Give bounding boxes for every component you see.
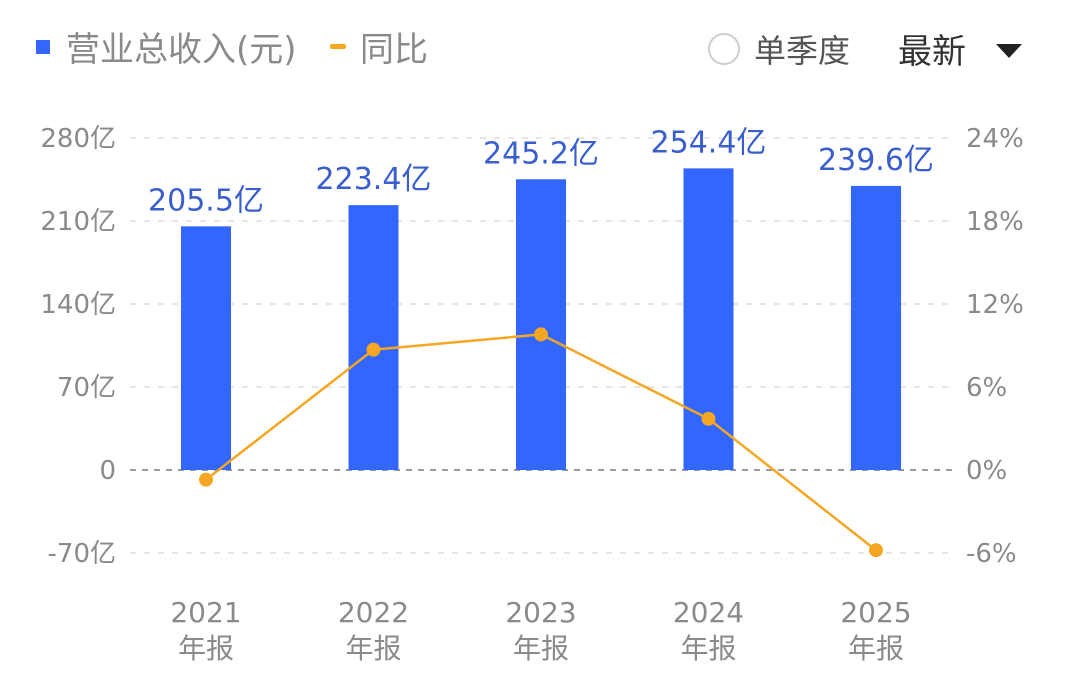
y-left-tick: 70亿 [57, 373, 116, 403]
y-right-tick: 18% [966, 207, 1024, 237]
radio-circle-icon [708, 33, 740, 65]
quarter-label: 单季度 [754, 32, 851, 70]
y-right-tick: 6% [966, 373, 1007, 403]
y-left-tick: 0 [99, 456, 116, 486]
legend-revenue[interactable]: 营业总收入(元) [36, 22, 297, 71]
bar [181, 226, 231, 470]
y-left-tick: 210亿 [40, 207, 116, 237]
x-tick-year: 2022 [338, 596, 409, 629]
legend-yoy-label: 同比 [360, 30, 428, 70]
yoy-point [701, 411, 716, 426]
y-right-tick: 0% [966, 456, 1007, 486]
y-left-tick: -70亿 [48, 539, 116, 569]
latest-dropdown[interactable]: 最新 [898, 24, 1022, 73]
y-right-tick: 24% [966, 124, 1024, 154]
x-tick-sublabel: 年报 [345, 632, 401, 665]
bar-data-label: 254.4亿 [651, 125, 767, 160]
bar [851, 185, 901, 470]
x-tick-sublabel: 年报 [513, 632, 569, 665]
yoy-point [534, 327, 548, 342]
legend: 营业总收入(元) 同比 单季度 最新 [0, 0, 1080, 90]
yoy-point [199, 472, 213, 487]
y-right-tick: -6% [966, 539, 1017, 569]
bar [516, 179, 566, 470]
yoy-point [869, 543, 883, 558]
x-tick-year: 2021 [170, 596, 241, 629]
legend-revenue-label: 营业总收入(元) [66, 30, 297, 70]
bar-data-label: 245.2亿 [483, 136, 599, 171]
bar [348, 205, 399, 470]
x-tick-sublabel: 年报 [178, 632, 234, 665]
yoy-point [366, 342, 381, 357]
bar-data-label: 205.5亿 [148, 183, 264, 218]
bar-data-label: 239.6亿 [818, 143, 934, 178]
yoy-swatch-icon [330, 44, 346, 49]
y-left-tick: 280亿 [40, 124, 116, 154]
latest-label: 最新 [898, 32, 966, 72]
revenue-swatch-icon [36, 39, 50, 54]
x-tick-sublabel: 年报 [680, 632, 736, 665]
bar-data-label: 223.4亿 [316, 162, 432, 197]
legend-yoy[interactable]: 同比 [330, 22, 428, 71]
y-right-tick: 12% [966, 290, 1024, 320]
caret-down-icon [996, 43, 1022, 58]
x-tick-year: 2023 [505, 596, 576, 629]
x-tick-sublabel: 年报 [848, 632, 904, 665]
x-tick-year: 2025 [840, 596, 911, 629]
x-tick-year: 2024 [673, 596, 744, 629]
y-left-tick: 140亿 [40, 290, 116, 320]
quarter-radio[interactable]: 单季度 [708, 26, 850, 72]
